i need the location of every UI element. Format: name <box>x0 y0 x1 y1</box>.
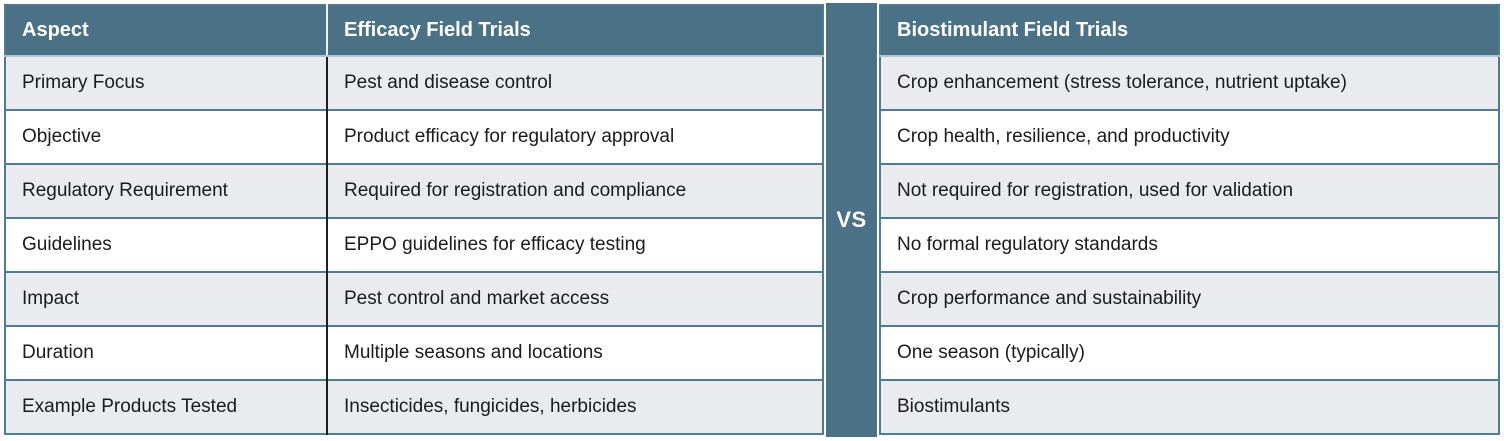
efficacy-cell: Required for registration and compliance <box>327 163 823 218</box>
biostimulant-cell: One season (typically) <box>880 325 1499 380</box>
table-row: Not required for registration, used for … <box>880 163 1499 218</box>
biostimulant-cell: Crop enhancement (stress tolerance, nutr… <box>880 55 1499 110</box>
table-row: Impact Pest control and market access <box>5 271 823 326</box>
biostimulant-cell: Crop health, resilience, and productivit… <box>880 109 1499 164</box>
biostimulant-field-trials-table: Biostimulant Field Trials Crop enhanceme… <box>879 4 1500 435</box>
aspect-cell: Regulatory Requirement <box>5 163 328 218</box>
efficacy-cell: EPPO guidelines for efficacy testing <box>327 217 823 272</box>
table-row: Biostimulants <box>880 379 1499 434</box>
table-row: Crop health, resilience, and productivit… <box>880 109 1499 164</box>
aspect-cell: Example Products Tested <box>5 379 328 434</box>
table-row: No formal regulatory standards <box>880 217 1499 272</box>
efficacy-cell: Pest and disease control <box>327 55 823 110</box>
biostimulant-cell: No formal regulatory standards <box>880 217 1499 272</box>
biostimulant-cell: Biostimulants <box>880 379 1499 434</box>
aspect-cell: Impact <box>5 271 328 326</box>
table-row: Duration Multiple seasons and locations <box>5 325 823 380</box>
biostimulant-cell: Crop performance and sustainability <box>880 271 1499 326</box>
vs-divider-label: VS <box>836 207 867 232</box>
efficacy-cell: Product efficacy for regulatory approval <box>327 109 823 164</box>
table-row: Objective Product efficacy for regulator… <box>5 109 823 164</box>
vs-divider: VS <box>826 3 877 437</box>
biostimulant-column-header: Biostimulant Field Trials <box>880 5 1499 57</box>
table-row: Guidelines EPPO guidelines for efficacy … <box>5 217 823 272</box>
header-row: Aspect Efficacy Field Trials <box>5 5 823 57</box>
table-row: Primary Focus Pest and disease control <box>5 55 823 110</box>
aspect-cell: Objective <box>5 109 328 164</box>
aspect-column-header: Aspect <box>5 5 328 57</box>
efficacy-cell: Multiple seasons and locations <box>327 325 823 380</box>
aspect-cell: Primary Focus <box>5 55 328 110</box>
table-row: Crop performance and sustainability <box>880 271 1499 326</box>
efficacy-cell: Insecticides, fungicides, herbicides <box>327 379 823 434</box>
table-row: Crop enhancement (stress tolerance, nutr… <box>880 55 1499 110</box>
aspect-cell: Guidelines <box>5 217 328 272</box>
aspect-cell: Duration <box>5 325 328 380</box>
table-row: Regulatory Requirement Required for regi… <box>5 163 823 218</box>
header-row: Biostimulant Field Trials <box>880 5 1499 57</box>
efficacy-field-trials-table: Aspect Efficacy Field Trials Primary Foc… <box>4 4 824 435</box>
efficacy-column-header: Efficacy Field Trials <box>327 5 823 57</box>
biostimulant-cell: Not required for registration, used for … <box>880 163 1499 218</box>
efficacy-cell: Pest control and market access <box>327 271 823 326</box>
table-row: Example Products Tested Insecticides, fu… <box>5 379 823 434</box>
table-row: One season (typically) <box>880 325 1499 380</box>
